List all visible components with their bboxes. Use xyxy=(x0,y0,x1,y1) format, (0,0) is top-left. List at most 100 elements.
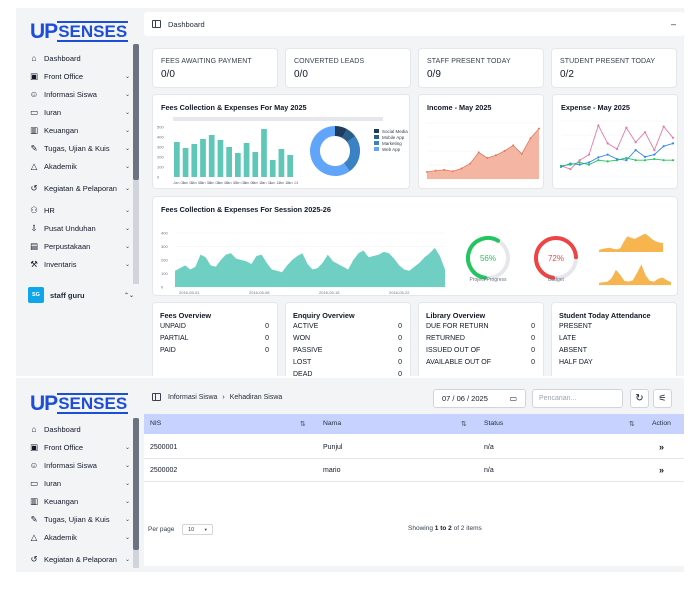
chevron-down-icon: ⌄ xyxy=(124,243,130,250)
user-menu[interactable]: SG staff guru ⌃⌄ xyxy=(28,287,135,303)
sidebar-item-tugas-ujian-kuis[interactable]: ✎ Tugas, Ujian & Kuis ⌄ xyxy=(28,139,130,157)
user-name: staff guru xyxy=(50,290,85,300)
x-tick-label: 2016-05-15 xyxy=(319,290,340,295)
income-line xyxy=(426,128,540,173)
sidebar-item-akademik[interactable]: △ Akademik ⌄ xyxy=(28,157,130,175)
sidebar-item-tugas-ujian-kuis[interactable]: ✎ Tugas, Ujian & Kuis ⌄ xyxy=(28,510,130,528)
overview-row: DEAD 0 xyxy=(293,371,402,376)
income-title: Income - May 2025 xyxy=(427,103,492,112)
data-point xyxy=(662,159,665,162)
sidebar-item-akademik[interactable]: △ Akademik ⌄ xyxy=(28,528,130,546)
chevron-down-icon: ⌄ xyxy=(124,444,130,451)
book-icon: ▥ xyxy=(29,124,39,135)
data-point xyxy=(512,144,515,147)
sidebar-item-kegiatan-pelaporan[interactable]: ↺ Kegiatan & Pelaporan ⌄ xyxy=(28,175,130,201)
filter-button[interactable]: ⚟ xyxy=(653,389,672,408)
data-point xyxy=(597,124,600,127)
bar xyxy=(191,144,198,177)
chevron-down-icon: ⌄ xyxy=(124,498,130,505)
sidebar-toggle-icon[interactable] xyxy=(152,20,161,28)
overview-row: WON 0 xyxy=(293,335,402,342)
x-tick-label: Jan 03 xyxy=(190,180,203,185)
sort-icon-status[interactable]: ⇅ xyxy=(629,421,635,428)
brand-logo-2[interactable]: UP SENSES xyxy=(30,390,129,414)
bar xyxy=(278,149,285,177)
sort-icon-nis[interactable]: ⇅ xyxy=(300,421,306,428)
table-row[interactable]: 2500002 mario n/a » xyxy=(144,459,684,482)
sidebar-item-label: Iuran xyxy=(44,478,62,488)
calendar-icon[interactable]: ▭ xyxy=(509,394,517,403)
sidebar-item-dashboard[interactable]: ⌂ Dashboard xyxy=(28,420,130,438)
stat-value: 0/9 xyxy=(427,69,441,80)
sidebar-toggle-icon-2[interactable] xyxy=(152,393,161,401)
overview-row: UNPAID 0 xyxy=(160,323,269,330)
brand-logo[interactable]: UP SENSES xyxy=(30,18,129,42)
chevron-down-icon: ⌄ xyxy=(124,462,130,469)
sidebar-item-label: Akademik xyxy=(44,161,77,171)
date-value: 07 / 06 / 2025 xyxy=(442,394,488,403)
sidebar-item-label: Informasi Siswa xyxy=(44,460,97,470)
data-point xyxy=(569,168,572,171)
sidebar-item-label: Kegiatan & Pelaporan xyxy=(44,554,117,564)
income-area-chart xyxy=(426,122,540,180)
chart-header-bar xyxy=(173,117,383,121)
showing-of: of 2 items xyxy=(453,525,482,532)
sidebar-item-dashboard[interactable]: ⌂ Dashboard xyxy=(28,49,130,67)
sidebar-item-front-office[interactable]: ▣ Front Office ⌄ xyxy=(28,438,130,456)
overview-row-label: ABSENT xyxy=(559,347,588,354)
row-action-icon[interactable]: » xyxy=(658,465,664,475)
header-menu-icon[interactable]: – xyxy=(670,19,676,29)
data-point xyxy=(671,142,675,145)
sliders-icon: ⚟ xyxy=(658,393,667,403)
sidebar-scrollbar[interactable] xyxy=(133,44,139,180)
sidebar-item-front-office[interactable]: ▣ Front Office ⌄ xyxy=(28,67,130,85)
gauge-arc xyxy=(466,236,501,280)
stat-label: CONVERTED LEADS xyxy=(294,58,365,65)
chevron-updown-icon: ⌃⌄ xyxy=(124,292,135,299)
chevron-down-icon: ⌄ xyxy=(124,480,130,487)
sidebar-item-inventaris[interactable]: ⚒ Inventaris ⌄ xyxy=(28,255,130,273)
legend-item: Social Media xyxy=(374,128,408,134)
sidebar-item-label: Kegiatan & Pelaporan xyxy=(44,183,117,193)
expense-title: Expense - May 2025 xyxy=(561,103,630,112)
sidebar-item-keuangan[interactable]: ▥ Keuangan ⌄ xyxy=(28,121,130,139)
search-input[interactable] xyxy=(532,389,623,408)
overview-row-label: UNPAID xyxy=(160,323,186,330)
sidebar-scrollbar-2[interactable] xyxy=(133,418,139,550)
row-action-icon[interactable]: » xyxy=(658,442,664,452)
sidebar-item-informasi-siswa[interactable]: ☺ Informasi Siswa ⌄ xyxy=(28,456,130,474)
overview-row: DUE FOR RETURN 0 xyxy=(426,323,535,330)
sidebar-item-hr[interactable]: ⚇ HR ⌄ xyxy=(28,201,130,219)
sort-icon-nama[interactable]: ⇅ xyxy=(461,421,467,428)
col-nama[interactable]: Nama xyxy=(323,420,342,427)
sidebar-item-informasi-siswa[interactable]: ☺ Informasi Siswa ⌄ xyxy=(28,85,130,103)
sidebar-item-perpustakaan[interactable]: ▤ Perpustakaan ⌄ xyxy=(28,237,130,255)
expense-card: Expense - May 2025 xyxy=(552,94,678,189)
date-picker[interactable]: 07 / 06 / 2025 ▭ xyxy=(433,389,526,408)
col-nis[interactable]: NIS xyxy=(150,420,162,427)
refresh-button[interactable]: ↻ xyxy=(630,389,649,408)
breadcrumb-parent[interactable]: Informasi Siswa xyxy=(168,393,218,401)
sidebar-item-keuangan[interactable]: ▥ Keuangan ⌄ xyxy=(28,492,130,510)
overview-row-label: WON xyxy=(293,335,311,342)
sidebar-item-iuran[interactable]: ▭ Iuran ⌄ xyxy=(28,103,130,121)
progress-gauges: 56% 72% xyxy=(466,236,578,280)
overview-title: Library Overview xyxy=(426,311,486,320)
col-status[interactable]: Status xyxy=(484,420,504,427)
x-tick-label: Jan 06 xyxy=(217,180,230,185)
sidebar-item-iuran[interactable]: ▭ Iuran ⌄ xyxy=(28,474,130,492)
students-icon: ☺ xyxy=(29,459,39,470)
legend-item: Mobile App xyxy=(374,134,408,140)
sidebar-item-pusat-unduhan[interactable]: ⇩ Pusat Unduhan ⌄ xyxy=(28,219,130,237)
y-tick-label: 300 xyxy=(157,145,164,150)
per-page-select[interactable]: 10 ▼ xyxy=(182,524,214,535)
legend-swatch xyxy=(374,129,379,133)
table-row[interactable]: 2500001 Punjul n/a » xyxy=(144,436,684,459)
x-tick-label: 2016-05-01 xyxy=(179,290,200,295)
data-point xyxy=(460,167,463,170)
sidebar: UP SENSES ⌂ Dashboard ▣ Front Office ⌄ ☺ Inform… xyxy=(16,8,142,376)
sidebar-item-kegiatan-pelaporan[interactable]: ↺ Kegiatan & Pelaporan ⌄ xyxy=(28,546,130,572)
overview-row-label: ACTIVE xyxy=(293,323,319,330)
gauge-value: 72% xyxy=(548,254,564,263)
